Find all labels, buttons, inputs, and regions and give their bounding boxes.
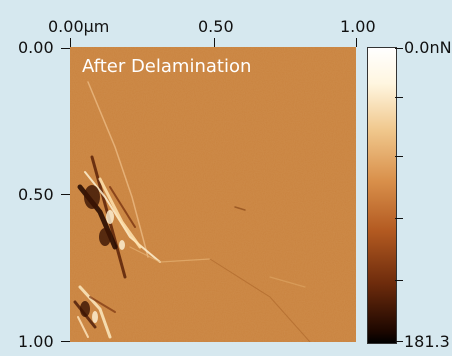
y-tick-2 bbox=[61, 341, 70, 342]
colorbar-tick bbox=[395, 218, 403, 219]
x-tick-label-2: 1.00 bbox=[340, 17, 376, 36]
colorbar-tick bbox=[395, 97, 403, 98]
colorbar-tick bbox=[395, 156, 403, 157]
colorbar-tick bbox=[395, 280, 403, 281]
afm-texture bbox=[70, 47, 356, 342]
colorbar-top-label: 0.0nN bbox=[404, 38, 452, 57]
colorbar-tick bbox=[395, 341, 403, 342]
colorbar-tick bbox=[395, 48, 403, 49]
x-tick-label-1: 0.50 bbox=[198, 17, 234, 36]
colorbar bbox=[367, 47, 397, 344]
colorbar-bottom-label: 181.3 bbox=[404, 332, 450, 351]
afm-image bbox=[70, 47, 356, 342]
x-tick-label-0: 0.00µm bbox=[48, 17, 110, 36]
y-tick-0 bbox=[61, 48, 70, 49]
y-tick-label-1: 0.50 bbox=[18, 185, 54, 204]
y-tick-1 bbox=[61, 194, 70, 195]
y-tick-label-0: 0.00 bbox=[18, 38, 54, 57]
image-title: After Delamination bbox=[82, 56, 252, 77]
x-tick-2 bbox=[356, 38, 357, 47]
x-tick-0 bbox=[70, 38, 71, 47]
y-tick-label-2: 1.00 bbox=[18, 332, 54, 351]
x-tick-1 bbox=[214, 38, 215, 47]
